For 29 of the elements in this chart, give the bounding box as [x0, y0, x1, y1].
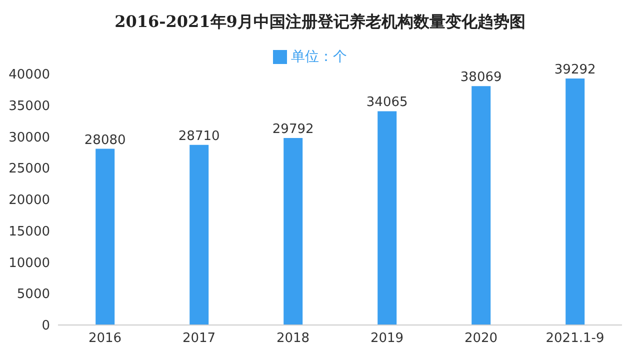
x-tick-label: 2020: [464, 331, 498, 346]
data-label: 29792: [272, 122, 314, 138]
bar: [190, 144, 209, 325]
y-tick-label: 35000: [8, 98, 50, 114]
y-tick-label: 40000: [8, 68, 50, 83]
data-label: 38069: [460, 70, 502, 86]
x-tick-label: 2016: [88, 331, 122, 346]
y-tick-label: 0: [42, 318, 50, 334]
y-tick-label: 25000: [8, 162, 50, 177]
bar: [284, 138, 303, 325]
y-tick-label: 30000: [8, 130, 50, 146]
data-label: 34065: [366, 95, 408, 110]
x-tick-label: 2017: [182, 331, 216, 346]
legend-label: 单位：个: [291, 49, 347, 65]
data-label: 28710: [178, 128, 220, 144]
bar: [378, 111, 397, 325]
x-tick-label: 2019: [370, 331, 404, 346]
y-tick-label: 5000: [16, 287, 50, 302]
data-label: 39292: [554, 62, 596, 78]
bar: [472, 86, 491, 325]
y-tick-label: 10000: [8, 256, 50, 271]
x-tick-label: 2018: [276, 331, 310, 346]
data-label: 28080: [84, 132, 126, 148]
y-tick-label: 20000: [8, 193, 50, 208]
x-tick-label: 2021.1-9: [546, 331, 604, 346]
bar: [566, 78, 585, 325]
bar: [96, 148, 115, 325]
chart-title: 2016-2021年9月中国注册登记养老机构数量变化趋势图: [114, 11, 526, 33]
y-tick-label: 15000: [8, 224, 50, 240]
